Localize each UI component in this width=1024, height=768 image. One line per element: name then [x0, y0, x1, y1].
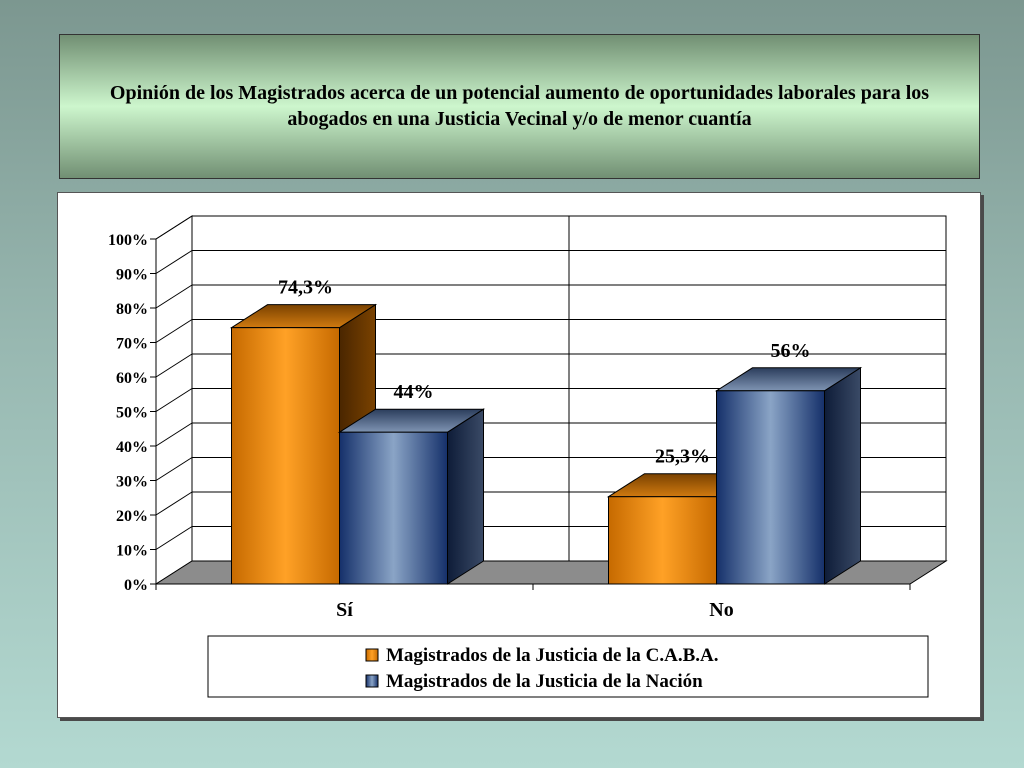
gridline-side — [155, 353, 193, 378]
bar — [716, 390, 825, 585]
data-label: 44% — [394, 381, 434, 403]
chart-title: Opinión de los Magistrados acerca de un … — [109, 81, 930, 130]
y-tick-label: 70% — [116, 336, 148, 353]
bar-chart: 0% 10% 20% 30% 40% 50% 60% 70% 80% 90% 100% 74,3% 44… — [108, 215, 948, 698]
gridline-side — [155, 491, 193, 516]
y-tick-label: 0% — [124, 577, 148, 594]
bar-side — [824, 366, 861, 585]
y-tick-label: 60% — [116, 370, 148, 387]
y-tick-label: 10% — [116, 543, 148, 560]
gridline-side — [155, 284, 193, 309]
gridline-side — [155, 215, 193, 240]
data-label: 74,3% — [278, 277, 333, 299]
y-tick-label: 20% — [116, 508, 148, 525]
legend-swatch — [365, 648, 379, 662]
chart-panel: 0% 10% 20% 30% 40% 50% 60% 70% 80% 90% 100% 74,3% 44… — [57, 192, 981, 718]
bar — [339, 431, 448, 585]
data-label: 56% — [771, 340, 811, 362]
legend-box — [207, 635, 929, 698]
y-tick-label: 100% — [108, 232, 148, 249]
category-label: Sí — [336, 599, 353, 621]
gridline-side — [155, 457, 193, 481]
gridline-side — [155, 422, 193, 447]
gridline-side — [155, 250, 193, 274]
y-tick-label: 80% — [116, 301, 148, 318]
y-tick-label: 90% — [116, 267, 148, 284]
gridline-side — [155, 319, 193, 343]
bar — [608, 496, 717, 585]
legend-label: Magistrados de la Justicia de la Nación — [386, 671, 703, 692]
bar-side — [447, 408, 484, 585]
legend-swatch — [365, 674, 379, 688]
y-tick-label: 50% — [116, 405, 148, 422]
legend-label: Magistrados de la Justicia de la C.A.B.A… — [386, 645, 719, 666]
category-label: No — [709, 599, 733, 621]
y-tick-label: 40% — [116, 439, 148, 456]
bar — [231, 327, 340, 585]
gridline-side — [155, 388, 193, 412]
data-label: 25,3% — [655, 446, 710, 468]
y-tick-label: 30% — [116, 474, 148, 491]
gridline-side — [155, 526, 193, 550]
title-box: Opinión de los Magistrados acerca de un … — [59, 34, 980, 179]
